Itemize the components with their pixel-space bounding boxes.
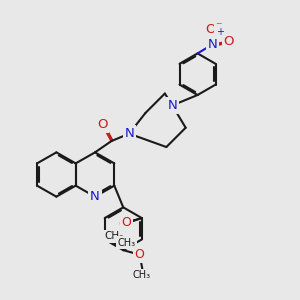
Text: +: +	[216, 27, 224, 37]
Text: CH₃: CH₃	[132, 270, 150, 280]
Text: N: N	[124, 127, 134, 140]
Text: O: O	[224, 35, 234, 48]
Text: CH₃: CH₃	[117, 238, 135, 248]
Text: O: O	[205, 23, 215, 36]
Text: N: N	[208, 38, 217, 51]
Text: ⁻: ⁻	[216, 20, 222, 33]
Text: CH₃: CH₃	[104, 232, 123, 242]
Text: O: O	[135, 248, 145, 261]
Text: N: N	[90, 190, 100, 203]
Text: N: N	[167, 99, 177, 112]
Text: O: O	[119, 218, 129, 230]
Text: O: O	[97, 118, 108, 131]
Text: O: O	[122, 216, 131, 229]
